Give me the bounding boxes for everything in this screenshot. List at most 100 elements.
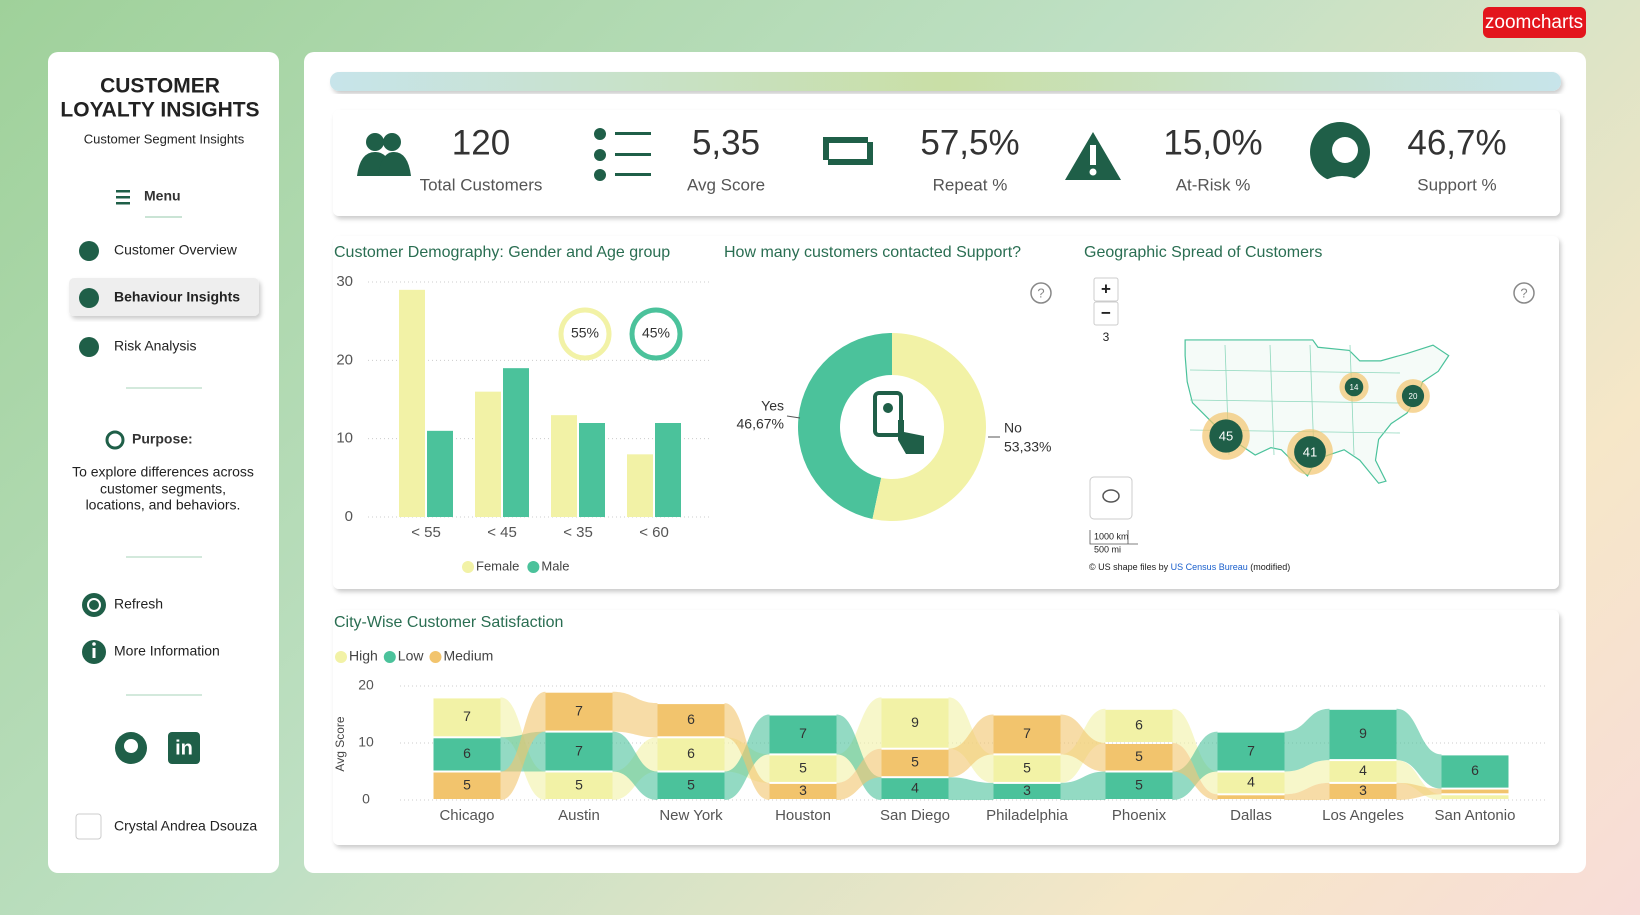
legend-swatch bbox=[335, 651, 347, 663]
x-tick-label: < 45 bbox=[487, 524, 517, 541]
donut-slice bbox=[872, 333, 987, 521]
ribbon-segment bbox=[1441, 755, 1509, 788]
attribution-part: (modified) bbox=[1248, 562, 1291, 572]
data-label: 6 bbox=[463, 745, 471, 761]
kpi-label: Support % bbox=[1417, 175, 1496, 194]
data-label: 5 bbox=[1023, 759, 1031, 775]
data-label: 5 bbox=[1135, 748, 1143, 764]
bar bbox=[627, 454, 653, 517]
x-tick-label: Houston bbox=[775, 807, 831, 824]
cluster[interactable] bbox=[1344, 377, 1364, 397]
center-icon bbox=[898, 420, 924, 454]
ribbon bbox=[1396, 782, 1442, 800]
zoom-level: 3 bbox=[1103, 330, 1110, 344]
help-label[interactable]: ? bbox=[1520, 285, 1527, 300]
kpi-icon-risk bbox=[1065, 132, 1121, 180]
bar bbox=[655, 423, 681, 517]
ribbon-segment bbox=[1441, 789, 1509, 794]
data-label: 7 bbox=[463, 708, 471, 724]
x-tick-label: Chicago bbox=[439, 807, 494, 824]
ribbon bbox=[948, 714, 994, 778]
app-subtitle: Customer Segment Insights bbox=[84, 131, 245, 146]
data-label: 9 bbox=[1359, 725, 1367, 741]
kpi-label: Avg Score bbox=[687, 175, 765, 194]
ribbon-segment bbox=[1105, 709, 1173, 742]
legend-label: High bbox=[349, 648, 378, 664]
nav-icon[interactable] bbox=[79, 241, 99, 261]
ribbon bbox=[1284, 760, 1330, 795]
attribution-part[interactable]: US Census Bureau bbox=[1171, 562, 1248, 572]
ribbon-segment bbox=[433, 738, 501, 771]
badge-bg[interactable] bbox=[1483, 7, 1586, 38]
chart-title: Geographic Spread of Customers bbox=[1084, 244, 1322, 261]
nav-item[interactable]: Risk Analysis bbox=[114, 338, 196, 354]
menu-icon[interactable] bbox=[116, 190, 130, 205]
legend-swatch bbox=[462, 561, 474, 573]
cluster[interactable] bbox=[1401, 384, 1425, 408]
slice-label: Yes bbox=[761, 398, 784, 414]
app-title: CUSTOMER bbox=[100, 75, 220, 98]
y-tick-label: 0 bbox=[362, 791, 370, 807]
attribution: © US shape files by US Census Bureau (mo… bbox=[1089, 562, 1290, 572]
help-label[interactable]: ? bbox=[1037, 285, 1044, 300]
data-label: 5 bbox=[1135, 776, 1143, 792]
ribbon-segment bbox=[545, 772, 613, 799]
ribbon bbox=[948, 777, 994, 800]
legend-label: Male bbox=[541, 558, 569, 573]
cluster-label: 14 bbox=[1350, 383, 1359, 392]
ribbon bbox=[724, 703, 770, 800]
action-label[interactable]: More Information bbox=[114, 643, 220, 659]
nav-item[interactable]: Behaviour Insights bbox=[114, 289, 240, 305]
slice-label: No bbox=[1004, 420, 1022, 436]
nav-icon[interactable] bbox=[79, 337, 99, 357]
nav-icon[interactable] bbox=[79, 288, 99, 308]
data-label: 3 bbox=[1023, 782, 1031, 798]
x-tick-label: San Antonio bbox=[1435, 807, 1516, 824]
chart-title: How many customers contacted Support? bbox=[724, 244, 1021, 261]
help-icon[interactable] bbox=[1513, 282, 1535, 304]
ribbon bbox=[836, 697, 882, 783]
slice-value: 53,33% bbox=[1004, 439, 1051, 455]
refresh-icon[interactable] bbox=[82, 593, 106, 617]
author: Crystal Andrea Dsouza bbox=[114, 818, 257, 834]
help-icon[interactable] bbox=[1030, 282, 1052, 304]
ribbon bbox=[1060, 771, 1106, 800]
sidebar bbox=[48, 52, 279, 873]
legend-label: Low bbox=[398, 648, 425, 664]
ribbon bbox=[612, 731, 658, 800]
cluster[interactable] bbox=[1209, 419, 1243, 453]
data-label: 3 bbox=[1359, 782, 1367, 798]
ribbon bbox=[1172, 743, 1218, 800]
zoom-label[interactable]: + bbox=[1101, 279, 1111, 298]
info-icon-glyph bbox=[92, 642, 96, 646]
zoom-button[interactable] bbox=[1093, 277, 1119, 302]
zoom-label[interactable]: − bbox=[1101, 303, 1111, 322]
badge[interactable]: zoomcharts bbox=[1485, 12, 1583, 33]
lasso-glyph bbox=[1102, 489, 1120, 503]
ribbon bbox=[1396, 760, 1442, 800]
cluster[interactable] bbox=[1294, 436, 1326, 468]
x-tick-label: < 60 bbox=[639, 524, 669, 541]
ribbon-segment bbox=[1105, 772, 1173, 799]
menu-label[interactable]: Menu bbox=[144, 188, 181, 204]
share-label: 45% bbox=[642, 325, 670, 341]
lasso-button[interactable] bbox=[1089, 476, 1133, 520]
kpi-value: 57,5% bbox=[920, 123, 1019, 162]
ribbon-segment bbox=[433, 772, 501, 799]
action-label[interactable]: Refresh bbox=[114, 596, 163, 612]
zoom-button[interactable] bbox=[1093, 301, 1119, 326]
x-tick-label: Phoenix bbox=[1112, 807, 1167, 824]
ribbon-segment bbox=[1329, 709, 1397, 760]
y-tick-label: 20 bbox=[358, 677, 374, 693]
cluster-label: 45 bbox=[1219, 428, 1233, 443]
linkedin-icon[interactable] bbox=[168, 732, 200, 764]
scale-bar bbox=[1089, 530, 1138, 545]
nav-item[interactable]: Customer Overview bbox=[114, 242, 238, 258]
center-icon bbox=[873, 391, 903, 437]
data-label: 6 bbox=[687, 711, 695, 727]
chart-title: Customer Demography: Gender and Age grou… bbox=[334, 244, 670, 261]
data-label: 7 bbox=[799, 725, 807, 741]
bar bbox=[579, 423, 605, 517]
data-label: 5 bbox=[911, 754, 919, 770]
